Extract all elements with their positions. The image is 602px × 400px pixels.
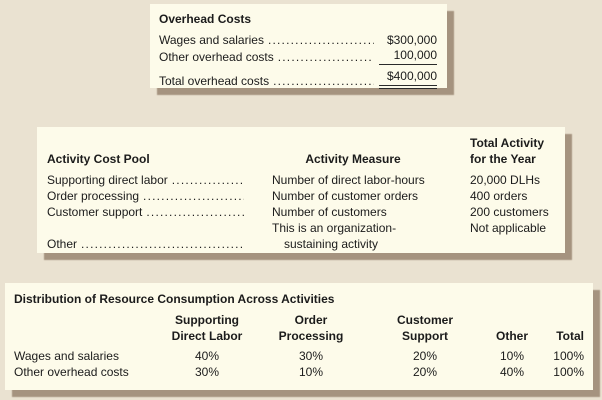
cost-row-total: Total overhead costs $400,000 <box>159 69 437 89</box>
dist-value: 20% <box>412 349 438 363</box>
col-header-activity-measure: Activity Measure <box>305 152 401 166</box>
dist-col-header-supporting-direct-labor: Supporting Direct Labor <box>159 312 255 344</box>
dist-col-header-customer-support: Customer Support <box>367 312 483 344</box>
pool-cell: Order processing <box>47 188 272 204</box>
header-line: Customer <box>396 313 453 327</box>
cost-row-other: Other overhead costs 100,000 <box>159 48 437 65</box>
measure-cell: Number of direct labor-hours <box>272 172 434 188</box>
measure-text: Number of direct labor-hours <box>272 173 425 187</box>
pool-cell: Other <box>47 220 272 252</box>
dist-value: 100% <box>553 365 584 379</box>
dot-leader <box>268 33 374 48</box>
cost-label: Wages and salaries <box>159 33 264 47</box>
total-activity-value: 400 orders <box>470 189 528 203</box>
dot-leader <box>81 236 244 252</box>
header-line: Total <box>556 329 584 343</box>
col-header-total-activity-line2: for the Year <box>470 152 536 166</box>
overhead-costs-title: Overhead Costs <box>159 12 252 26</box>
pool-label: Supporting direct labor <box>47 173 168 187</box>
header-line: Processing <box>278 329 344 343</box>
header-line: Other <box>495 329 528 343</box>
cost-label: Total overhead costs <box>159 74 270 88</box>
total-activity-value: 200 customers <box>470 205 549 219</box>
dot-leader <box>172 172 244 188</box>
dot-leader <box>146 204 244 220</box>
header-line: Order <box>294 313 328 327</box>
dist-value: 40% <box>194 349 220 363</box>
header-line: Supporting <box>175 313 239 327</box>
dot-leader <box>143 188 244 204</box>
pool-label: Order processing <box>47 189 140 203</box>
dist-col-header-other: Other <box>483 312 541 344</box>
col-header-total-activity: Total Activity for the Year <box>434 135 555 167</box>
dist-value: 30% <box>298 349 324 363</box>
dist-value: 40% <box>499 365 525 379</box>
dist-value: 10% <box>298 365 324 379</box>
cost-amount: 100,000 <box>379 48 437 65</box>
measure-text-line2: sustaining activity <box>284 237 379 251</box>
cost-amount: $300,000 <box>386 33 437 47</box>
col-header-activity-cost-pool: Activity Cost Pool <box>47 152 150 166</box>
pool-cell: Customer support <box>47 204 272 220</box>
dist-value: 10% <box>499 349 525 363</box>
overhead-costs-panel: Overhead Costs Wages and salaries $300,0… <box>150 4 447 89</box>
cost-amount: $400,000 <box>379 69 437 89</box>
measure-text: This is an organization- <box>272 221 397 235</box>
measure-text: Number of customer orders <box>272 189 419 203</box>
dot-leader <box>278 50 374 65</box>
dist-row-label: Wages and salaries <box>14 349 119 363</box>
dist-col-header-total: Total <box>541 312 584 344</box>
distribution-panel: Distribution of Resource Consumption Acr… <box>5 283 593 390</box>
cost-row-wages: Wages and salaries $300,000 <box>159 33 437 48</box>
corner-cell <box>14 312 159 348</box>
dist-value: 30% <box>194 365 220 379</box>
pool-label: Other <box>47 237 78 251</box>
pool-label: Customer support <box>47 205 143 219</box>
total-activity-value: Not applicable <box>470 221 547 235</box>
measure-cell: Number of customers <box>272 204 434 220</box>
measure-text: Number of customers <box>272 205 387 219</box>
activity-panel: Activity Cost Pool Activity Measure Tota… <box>37 127 565 253</box>
dist-row-label: Other overhead costs <box>14 365 129 379</box>
dist-value: 20% <box>412 365 438 379</box>
activity-table: Activity Cost Pool Activity Measure Tota… <box>47 135 555 252</box>
distribution-table: Supporting Direct Labor Order Processing… <box>14 312 584 380</box>
distribution-title: Distribution of Resource Consumption Acr… <box>14 292 335 306</box>
measure-cell: This is an organization- sustaining acti… <box>272 220 434 252</box>
total-activity-value: 20,000 DLHs <box>470 173 541 187</box>
dist-col-header-order-processing: Order Processing <box>255 312 367 344</box>
col-header-total-activity-line1: Total Activity <box>470 136 545 150</box>
dist-value: 100% <box>553 349 584 363</box>
header-line: Support <box>402 329 448 343</box>
pool-cell: Supporting direct labor <box>47 172 272 188</box>
measure-cell: Number of customer orders <box>272 188 434 204</box>
dot-leader <box>273 74 374 89</box>
cost-label: Other overhead costs <box>159 50 274 64</box>
header-line: Direct Labor <box>171 329 243 343</box>
